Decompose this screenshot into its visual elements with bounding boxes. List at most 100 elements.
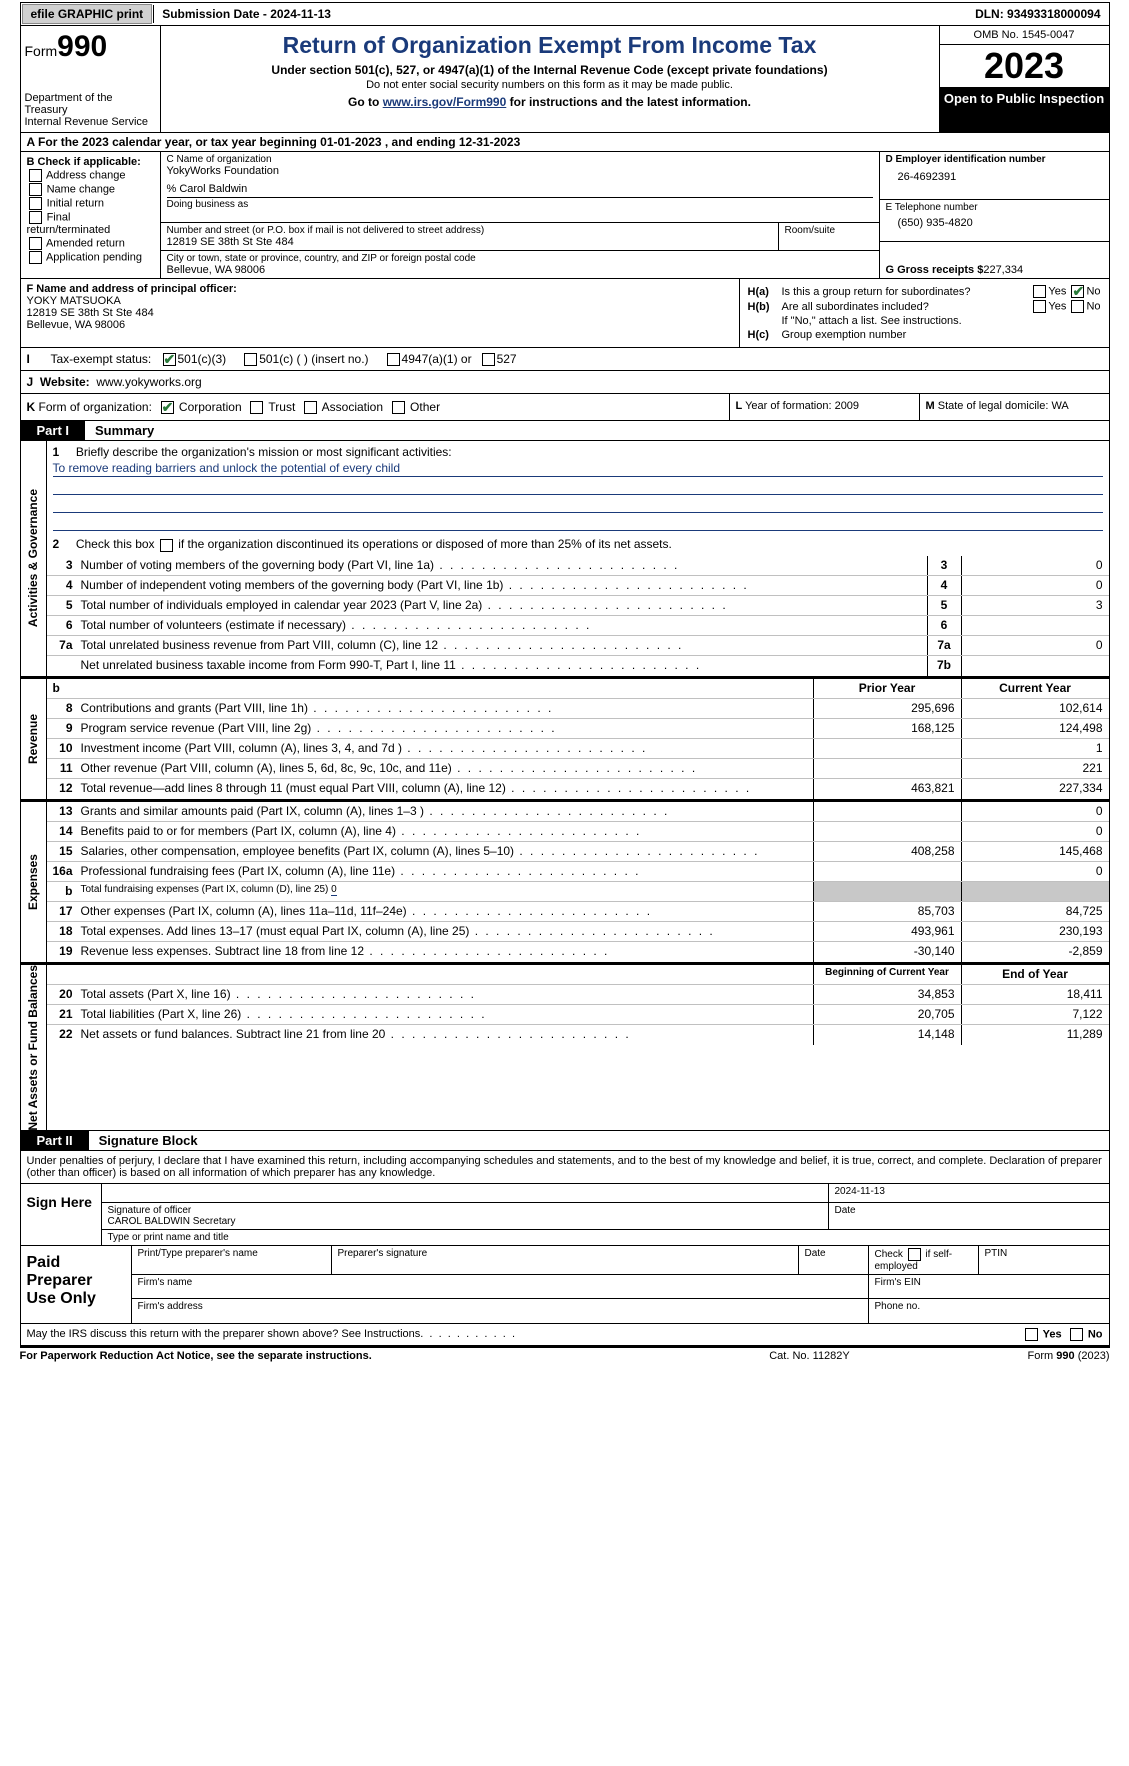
form-num: 990 <box>57 30 107 63</box>
col-d-ein: D Employer identification number 26-4692… <box>879 152 1109 278</box>
net-rows: 20 Total assets (Part X, line 16) 34,853… <box>47 985 1109 1045</box>
prep-sig-label: Preparer's signature <box>332 1246 799 1274</box>
ha-yes-chk[interactable] <box>1033 285 1046 298</box>
tax-year: 2023 <box>940 45 1109 87</box>
officer-addr1: 12819 SE 38th St Ste 484 <box>27 307 733 319</box>
prep-ptin-label: PTIN <box>979 1246 1109 1274</box>
h-c: H(c) Group exemption number <box>748 329 1101 341</box>
col-prior-year: Prior Year <box>813 679 961 698</box>
l2-desc: Check this box if the organization disco… <box>76 537 672 551</box>
ha-text: Is this a group return for subordinates? <box>782 286 1032 298</box>
cell-gross: G Gross receipts $ 227,334 <box>880 242 1109 278</box>
discuss-yes-chk[interactable] <box>1025 1328 1038 1341</box>
prep-label: Paid Preparer Use Only <box>21 1246 131 1323</box>
cell-address: Number and street (or P.O. box if mail i… <box>161 223 879 251</box>
hb-note: If "No," attach a list. See instructions… <box>748 315 1101 327</box>
table-row: 21 Total liabilities (Part X, line 26) 2… <box>47 1005 1109 1025</box>
irs-link[interactable]: www.irs.gov/Form990 <box>383 95 507 109</box>
vtab-ag: Activities & Governance <box>21 441 47 675</box>
part1-title: Summary <box>85 421 164 440</box>
discuss-no-chk[interactable] <box>1070 1328 1083 1341</box>
tel-value: (650) 935-4820 <box>886 213 1103 229</box>
chk-final-return[interactable]: Final return/terminated <box>27 211 154 236</box>
section-expenses: Expenses 13 Grants and similar amounts p… <box>20 800 1110 963</box>
chk-self-employed[interactable] <box>908 1248 921 1261</box>
ha-no-chk[interactable] <box>1071 285 1084 298</box>
row-j-website: J Website: www.yokyworks.org <box>20 371 1110 394</box>
prep-selfemp: Check if self-employed <box>869 1246 979 1274</box>
hb-no-chk[interactable] <box>1071 300 1084 313</box>
j-label: J <box>27 375 34 389</box>
gross-value: 227,334 <box>983 264 1023 276</box>
org-name: YokyWorks Foundation <box>167 165 873 177</box>
chk-501c[interactable] <box>244 353 257 366</box>
chk-discontinued[interactable] <box>160 539 173 552</box>
footer: For Paperwork Reduction Act Notice, see … <box>20 1346 1110 1364</box>
discuss-text: May the IRS discuss this return with the… <box>27 1328 1023 1341</box>
firm-ein-label: Firm's EIN <box>869 1275 1109 1298</box>
firm-addr-label: Firm's address <box>132 1299 869 1323</box>
chk-corp[interactable] <box>161 401 174 414</box>
website-value: www.yokyworks.org <box>96 375 201 389</box>
tel-label: E Telephone number <box>886 202 1103 213</box>
ein-label: D Employer identification number <box>886 154 1103 165</box>
hb-yes-chk[interactable] <box>1033 300 1046 313</box>
chk-amended[interactable]: Amended return <box>27 237 154 250</box>
k-text: Form of organization: <box>39 400 152 414</box>
goto-pre: Go to <box>348 95 383 109</box>
section-revenue: Revenue b Prior Year Current Year 8 Cont… <box>20 677 1110 800</box>
omb-number: OMB No. 1545-0047 <box>940 26 1109 45</box>
col-c-org: C Name of organization YokyWorks Foundat… <box>161 152 879 278</box>
dba-label: Doing business as <box>167 197 873 210</box>
table-row: 18 Total expenses. Add lines 13–17 (must… <box>47 922 1109 942</box>
row-m-state: M State of legal domicile: WA <box>919 394 1109 420</box>
chk-trust[interactable] <box>250 401 263 414</box>
firm-phone-label: Phone no. <box>869 1299 1109 1323</box>
foot-right: Form 990 (2023) <box>910 1350 1110 1362</box>
topbar: efile GRAPHIC print Submission Date - 20… <box>20 2 1110 26</box>
dept-line1: Department of the Treasury <box>25 92 156 116</box>
form-number: Form990 <box>25 30 156 64</box>
line-1-mission: 1 Briefly describe the organization's mi… <box>47 441 1109 537</box>
table-row: 11 Other revenue (Part VIII, column (A),… <box>47 759 1109 779</box>
officer-name: YOKY MATSUOKA <box>27 295 733 307</box>
table-row: 13 Grants and similar amounts paid (Part… <box>47 802 1109 822</box>
part-1-header: Part I Summary <box>20 421 1110 441</box>
chk-other[interactable] <box>392 401 405 414</box>
section-net-assets: Net Assets or Fund Balances Beginning of… <box>20 963 1110 1132</box>
chk-4947[interactable] <box>387 353 400 366</box>
chk-501c3[interactable] <box>163 353 176 366</box>
table-row: 19 Revenue less expenses. Subtract line … <box>47 942 1109 962</box>
row-l-year: L Year of formation: 2009 <box>729 394 919 420</box>
hc-text: Group exemption number <box>782 329 1101 341</box>
addr-value: 12819 SE 38th St Ste 484 <box>167 236 772 248</box>
chk-name-change[interactable]: Name change <box>27 183 154 196</box>
table-row: 10 Investment income (Part VIII, column … <box>47 739 1109 759</box>
type-print-label: Type or print name and title <box>102 1230 1109 1245</box>
net-hdr-num <box>47 965 77 984</box>
table-row: 16a Professional fundraising fees (Part … <box>47 862 1109 882</box>
mission-line3 <box>53 497 1103 513</box>
cell-ein: D Employer identification number 26-4692… <box>880 152 1109 200</box>
dept-line2: Internal Revenue Service <box>25 116 156 128</box>
table-row: 12 Total revenue—add lines 8 through 11 … <box>47 779 1109 799</box>
row-h-group: H(a) Is this a group return for subordin… <box>739 279 1109 347</box>
officer-addr2: Bellevue, WA 98006 <box>27 319 733 331</box>
table-row: 5 Total number of individuals employed i… <box>47 596 1109 616</box>
row-f-label: F Name and address of principal officer: <box>27 283 237 295</box>
sign-here-block: Sign Here 2024-11-13 Signature of office… <box>20 1184 1110 1246</box>
efile-print-button[interactable]: efile GRAPHIC print <box>22 4 153 24</box>
chk-assoc[interactable] <box>304 401 317 414</box>
chk-initial-return[interactable]: Initial return <box>27 197 154 210</box>
col-end-year: End of Year <box>961 965 1109 984</box>
chk-address-change[interactable]: Address change <box>27 169 154 182</box>
vtab-exp: Expenses <box>21 802 47 962</box>
chk-527[interactable] <box>482 353 495 366</box>
sig-officer-label: Signature of officer <box>108 1205 822 1216</box>
goto-post: for instructions and the latest informat… <box>506 95 751 109</box>
col-current-year: Current Year <box>961 679 1109 698</box>
part-2-header: Part II Signature Block <box>20 1131 1110 1151</box>
chk-app-pending[interactable]: Application pending <box>27 251 154 264</box>
cell-org-name: C Name of organization YokyWorks Foundat… <box>161 152 879 223</box>
table-row: b Total fundraising expenses (Part IX, c… <box>47 882 1109 902</box>
